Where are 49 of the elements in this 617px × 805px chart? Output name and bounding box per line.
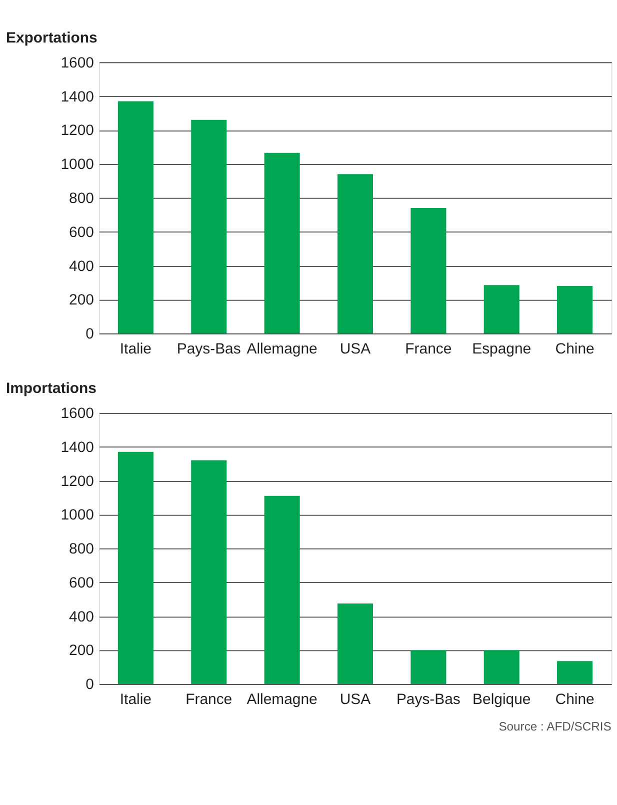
y-tick-label: 1600 [60,404,94,422]
x-tick-label: Chine [555,691,594,708]
x-tick-label: France [186,691,232,708]
bar [118,452,154,684]
bar [337,174,374,334]
y-tick-label: 400 [69,608,94,626]
bar [264,496,300,684]
x-tick-label: Chine [555,340,594,358]
y-tick-label: 1200 [60,472,94,490]
bar [410,650,446,684]
x-tick-label: Allemagne [246,691,318,708]
bar [484,650,520,684]
bar [191,120,227,334]
x-tick-label: Pays-Bas [396,691,460,708]
x-tick-label: Italie [120,691,152,708]
chart-title: Importations [6,380,96,398]
bar [191,460,227,684]
bar [337,603,374,684]
y-tick-label: 800 [69,190,94,207]
source-note: Source : AFD/SCRIS [498,720,612,734]
bar [118,101,154,334]
y-tick-label: 400 [69,258,94,275]
x-tick-label: France [405,340,452,358]
y-tick-label: 0 [86,326,94,343]
y-tick-label: 0 [86,676,94,694]
chart-title: Exportations [6,30,98,47]
y-tick-label: 600 [69,224,94,241]
y-tick-label: 1000 [60,506,94,524]
x-tick-label: Espagne [472,340,532,358]
y-tick-label: 200 [69,292,94,309]
y-tick-label: 1200 [60,122,94,140]
bar [557,286,593,334]
y-tick-label: 1000 [60,156,94,174]
x-tick-label: USA [340,691,371,708]
bar [484,285,520,334]
x-tick-label: Belgique [472,691,531,708]
x-tick-label: Italie [120,340,152,358]
bar [264,152,300,334]
y-tick-label: 600 [69,574,94,592]
y-tick-label: 800 [69,540,94,558]
x-tick-label: Allemagne [246,340,318,358]
bar [410,208,446,334]
y-tick-label: 1400 [60,88,94,106]
y-tick-label: 1600 [60,54,94,72]
bar [557,661,593,684]
x-tick-label: Pays-Bas [176,340,241,358]
x-tick-label: USA [340,340,371,358]
y-tick-label: 200 [69,642,94,660]
y-tick-label: 1400 [60,438,94,456]
